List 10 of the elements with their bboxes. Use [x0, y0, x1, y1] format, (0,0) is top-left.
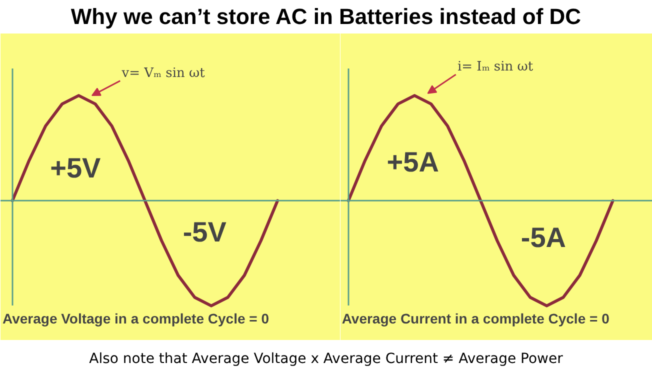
annotation: -5A: [520, 222, 566, 253]
text: Average Current in a complete Cycle = 0: [342, 310, 610, 326]
text: i= Iₘ sin ωt: [458, 60, 534, 75]
annotation: -5V: [182, 216, 227, 248]
chart-title: Why we can’t store AC in Batteries instead of DC: [70, 3, 582, 31]
text: Average Voltage in a complete Cycle = 0: [2, 310, 270, 326]
text: Also note that Average Voltage x Average Current ≠ Average Power: [89, 350, 563, 369]
annotation: +5A: [386, 146, 439, 178]
annotation: +5V: [50, 152, 102, 184]
text: v= Vₘ sin ωt: [120, 66, 206, 81]
